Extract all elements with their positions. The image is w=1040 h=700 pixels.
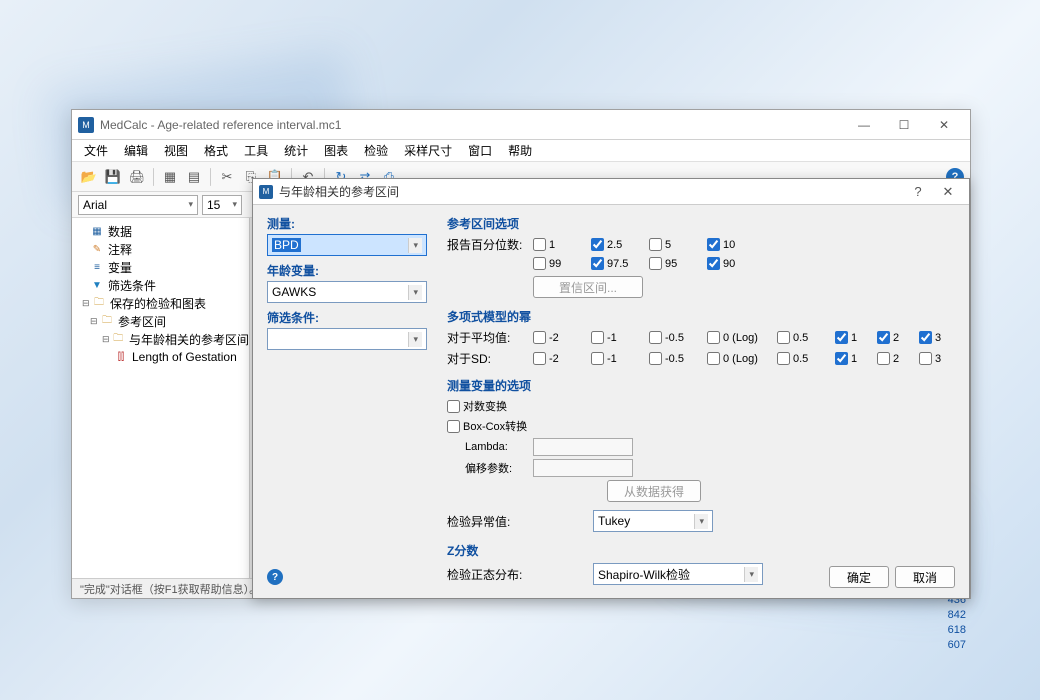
- tree-notes[interactable]: ✎注释: [72, 240, 249, 258]
- grid-icon[interactable]: ▦: [159, 166, 181, 188]
- menu-stats[interactable]: 统计: [276, 140, 316, 161]
- sd-m1-checkbox[interactable]: -1: [591, 352, 643, 365]
- tree-data[interactable]: ▦数据: [72, 222, 249, 240]
- print-icon[interactable]: 🖨: [126, 166, 148, 188]
- mean-1-checkbox[interactable]: 1: [835, 331, 871, 344]
- boxcox-checkbox[interactable]: Box-Cox转换: [447, 418, 527, 434]
- separator: [153, 168, 154, 186]
- minimize-button[interactable]: —: [844, 110, 884, 140]
- lambda-input[interactable]: [533, 438, 633, 456]
- dialog-titlebar: M 与年龄相关的参考区间 ? ✕: [253, 179, 969, 205]
- dialog-icon: M: [259, 185, 273, 199]
- sd-m05-checkbox[interactable]: -0.5: [649, 352, 701, 365]
- menu-tools[interactable]: 工具: [236, 140, 276, 161]
- mean-label: 对于平均值:: [447, 329, 527, 346]
- fontsize-combo[interactable]: 15: [202, 195, 242, 215]
- titlebar: M MedCalc - Age-related reference interv…: [72, 110, 970, 140]
- lambda-label: Lambda:: [465, 441, 525, 453]
- percentile-label: 报告百分位数:: [447, 236, 527, 253]
- dialog-help-icon[interactable]: ?: [267, 569, 283, 585]
- tree-vars[interactable]: ≡变量: [72, 258, 249, 276]
- measure-dropdown[interactable]: BPD: [267, 234, 427, 256]
- mean-m2-checkbox[interactable]: -2: [533, 331, 585, 344]
- menu-test[interactable]: 检验: [356, 140, 396, 161]
- pct-2p5-checkbox[interactable]: 2.5: [591, 238, 643, 251]
- pct-99-checkbox[interactable]: 99: [533, 257, 585, 270]
- sd-2-checkbox[interactable]: 2: [877, 352, 913, 365]
- age-label: 年龄变量:: [267, 262, 427, 279]
- menu-help[interactable]: 帮助: [500, 140, 540, 161]
- menu-chart[interactable]: 图表: [316, 140, 356, 161]
- z-section-label: Z分数: [447, 542, 955, 559]
- sd-0-checkbox[interactable]: 0 (Log): [707, 352, 771, 365]
- window-title: MedCalc - Age-related reference interval…: [100, 118, 844, 132]
- close-button[interactable]: ✕: [924, 110, 964, 140]
- dialog-footer: ? 确定 取消: [267, 566, 955, 588]
- dialog: M 与年龄相关的参考区间 ? ✕ 测量: BPD 年龄变量: GAWKS 筛选条…: [252, 178, 970, 599]
- main-window: M MedCalc - Age-related reference interv…: [71, 109, 971, 599]
- font-combo[interactable]: Arial: [78, 195, 198, 215]
- menu-window[interactable]: 窗口: [460, 140, 500, 161]
- menu-format[interactable]: 格式: [196, 140, 236, 161]
- sd-1-checkbox[interactable]: 1: [835, 352, 871, 365]
- open-icon[interactable]: 📂: [78, 166, 100, 188]
- mean-2-checkbox[interactable]: 2: [877, 331, 913, 344]
- trans-section-label: 测量变量的选项: [447, 377, 955, 394]
- dialog-close-button[interactable]: ✕: [933, 179, 963, 205]
- pct-97p5-checkbox[interactable]: 97.5: [591, 257, 643, 270]
- maximize-button[interactable]: ☐: [884, 110, 924, 140]
- poly-section-label: 多项式模型的幂: [447, 308, 955, 325]
- age-dropdown[interactable]: GAWKS: [267, 281, 427, 303]
- save-icon[interactable]: 💾: [102, 166, 124, 188]
- mean-3-checkbox[interactable]: 3: [919, 331, 955, 344]
- mean-05-checkbox[interactable]: 0.5: [777, 331, 829, 344]
- fromdata-button[interactable]: 从数据获得: [607, 480, 701, 502]
- menu-view[interactable]: 视图: [156, 140, 196, 161]
- outlier-dropdown[interactable]: Tukey: [593, 510, 713, 532]
- app-icon: M: [78, 117, 94, 133]
- menu-file[interactable]: 文件: [76, 140, 116, 161]
- ok-button[interactable]: 确定: [829, 566, 889, 588]
- tree-saved[interactable]: ⊟🗀保存的检验和图表: [72, 294, 249, 312]
- status-text: "完成"对话框（按F1获取帮助信息）。: [80, 581, 260, 597]
- sd-05-checkbox[interactable]: 0.5: [777, 352, 829, 365]
- pct-1-checkbox[interactable]: 1: [533, 238, 585, 251]
- shift-input[interactable]: [533, 459, 633, 477]
- mean-0-checkbox[interactable]: 0 (Log): [707, 331, 771, 344]
- tree-refrange[interactable]: ⊟🗀参考区间: [72, 312, 249, 330]
- tree-filter[interactable]: ▼筛选条件: [72, 276, 249, 294]
- pct-10-checkbox[interactable]: 10: [707, 238, 759, 251]
- outlier-label: 检验异常值:: [447, 513, 587, 530]
- table-icon[interactable]: ▤: [183, 166, 205, 188]
- pct-5-checkbox[interactable]: 5: [649, 238, 701, 251]
- cancel-button[interactable]: 取消: [895, 566, 955, 588]
- dialog-title: 与年龄相关的参考区间: [279, 183, 903, 200]
- sd-3-checkbox[interactable]: 3: [919, 352, 955, 365]
- mean-m1-checkbox[interactable]: -1: [591, 331, 643, 344]
- dialog-right-column: 参考区间选项 报告百分位数: 1 2.5 5 10 99 97.5 95 90: [447, 215, 955, 554]
- mean-m05-checkbox[interactable]: -0.5: [649, 331, 701, 344]
- dialog-left-column: 测量: BPD 年龄变量: GAWKS 筛选条件:: [267, 215, 427, 554]
- ref-section-label: 参考区间选项: [447, 215, 955, 232]
- dialog-help-button[interactable]: ?: [903, 179, 933, 205]
- filter-dropdown[interactable]: [267, 328, 427, 350]
- pct-95-checkbox[interactable]: 95: [649, 257, 701, 270]
- menu-sample[interactable]: 采样尺寸: [396, 140, 460, 161]
- filter-label: 筛选条件:: [267, 309, 427, 326]
- sd-m2-checkbox[interactable]: -2: [533, 352, 585, 365]
- menubar: 文件 编辑 视图 格式 工具 统计 图表 检验 采样尺寸 窗口 帮助: [72, 140, 970, 162]
- separator: [210, 168, 211, 186]
- shift-label: 偏移参数:: [465, 460, 525, 476]
- pct-90-checkbox[interactable]: 90: [707, 257, 759, 270]
- sd-label: 对于SD:: [447, 350, 527, 367]
- cut-icon[interactable]: ✂: [216, 166, 238, 188]
- ci-button[interactable]: 置信区间...: [533, 276, 643, 298]
- tree-gestation[interactable]: ⫿⫿Length of Gestation: [72, 348, 249, 366]
- tree-agerange[interactable]: ⊟🗀与年龄相关的参考区间: [72, 330, 249, 348]
- measure-label: 测量:: [267, 215, 427, 232]
- tree-panel: ▦数据 ✎注释 ≡变量 ▼筛选条件 ⊟🗀保存的检验和图表 ⊟🗀参考区间 ⊟🗀与年…: [72, 218, 250, 578]
- log-checkbox[interactable]: 对数变换: [447, 398, 507, 414]
- menu-edit[interactable]: 编辑: [116, 140, 156, 161]
